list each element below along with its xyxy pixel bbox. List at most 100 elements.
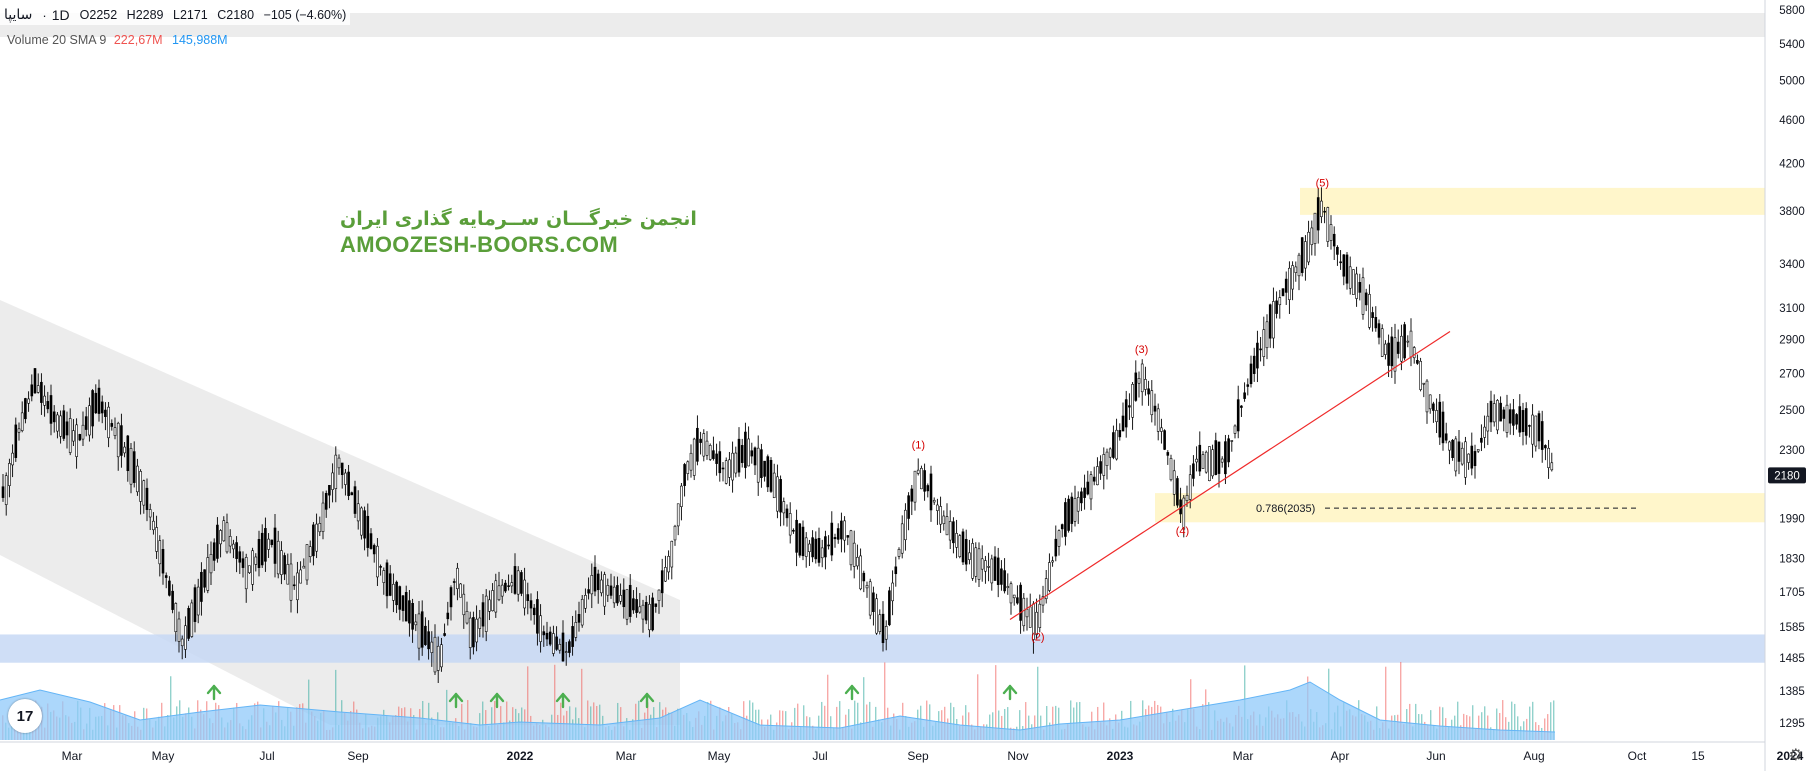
candle-body [1496,400,1499,431]
candle-body [1400,335,1403,362]
candle-body [510,582,514,587]
candle-body [427,631,430,650]
candle-body [443,633,446,636]
candle-body [801,526,805,557]
volume-bar [1052,706,1054,740]
candle-body [497,585,501,601]
candle-body [56,414,59,432]
watermark: انجمن خبرگـــان ســرمایه گذاری ایران AMO… [340,208,697,258]
candle-body [673,525,677,541]
candle-body [1220,458,1224,463]
candle-body [296,572,299,601]
candle-body [756,447,760,483]
candle-body [587,589,590,594]
candle-body [904,509,907,541]
candle-body [110,423,114,427]
candle-body [113,427,117,436]
candle-body [1028,606,1032,628]
y-tick-label: 1585 [1779,622,1805,634]
wave-label-2: (2) [1031,631,1044,643]
volume-bar [1547,714,1549,740]
x-tick-label: Mar [62,749,83,763]
symbol-name[interactable]: سایپا [4,7,33,23]
volume-bar [482,701,484,740]
last-price-tag [1768,467,1806,484]
x-tick-label: Apr [1331,749,1350,763]
tradingview-logo[interactable]: 17 [8,699,42,733]
candle-body [1320,200,1323,218]
candle-body [1064,502,1067,537]
candle-body [276,540,280,575]
candle-body [280,550,283,575]
volume-bar [836,706,838,740]
candle-body [401,595,405,611]
candle-body [456,567,459,590]
candle-body [94,392,98,414]
candle-body [1092,476,1096,482]
candle-body [308,546,312,557]
candle-body [344,472,347,485]
volume-bar [599,704,601,740]
candle-body [1454,438,1458,472]
candle-body [1243,392,1246,399]
candle-body [1508,409,1512,424]
volume-bar [857,702,859,740]
volume-bar [527,666,529,740]
candle-body [868,581,872,616]
candle-body [123,446,126,454]
interval-label[interactable]: 1D [51,7,70,23]
volume-bar [1496,708,1498,740]
volume-bar [1442,707,1444,740]
volume-bar [1409,703,1411,740]
candle-body [1105,451,1109,466]
volume-bar [998,710,1000,740]
volume-bar [1502,700,1504,740]
volume-bar [446,689,448,740]
volume-bar [1511,701,1513,740]
volume-bar [1028,715,1030,740]
candle-body [200,571,203,602]
candle-body [753,447,757,466]
candle-body [139,471,142,502]
candle-body [628,584,632,617]
candle-body [1284,278,1288,293]
candle-body [350,492,354,496]
candle-body [152,520,155,531]
candle-body [792,529,795,532]
candle-body [392,583,395,601]
candle-body [1323,210,1326,213]
volume-bar [1439,706,1441,740]
candle-body [958,535,962,557]
up-arrow-icon [844,684,860,701]
candle-body [1361,277,1365,315]
y-tick-label: 5400 [1779,39,1805,51]
candle-body [1057,530,1061,547]
volume-bar [827,674,829,740]
last-price-label: 2180 [1774,470,1800,482]
y-tick-label: 5800 [1779,5,1805,17]
y-tick-label: 2300 [1779,445,1805,457]
candle-body [996,557,1000,585]
volume-bar [461,703,463,740]
candle-body [1166,452,1170,456]
volume-bar [1553,700,1555,740]
candle-body [571,626,574,647]
candle-body [1524,408,1528,436]
volume-bar [335,669,337,740]
candle-body [385,562,389,597]
candle-body [216,524,219,559]
gear-icon[interactable]: ⚙ [1788,747,1803,764]
candle-body [987,566,990,568]
candle-body [36,385,40,393]
x-tick-label: Mar [1233,749,1254,763]
volume-legend[interactable]: Volume 20 SMA 9 222,67M 145,988M [7,33,228,47]
candle-body [616,585,619,604]
candle-body [168,580,171,596]
volume-bar [782,710,784,740]
up-arrow-icon [448,692,464,709]
candle-body [833,537,837,540]
candle-body [1470,445,1474,469]
wave-label-1: (1) [912,439,925,451]
candle-body [312,524,315,557]
